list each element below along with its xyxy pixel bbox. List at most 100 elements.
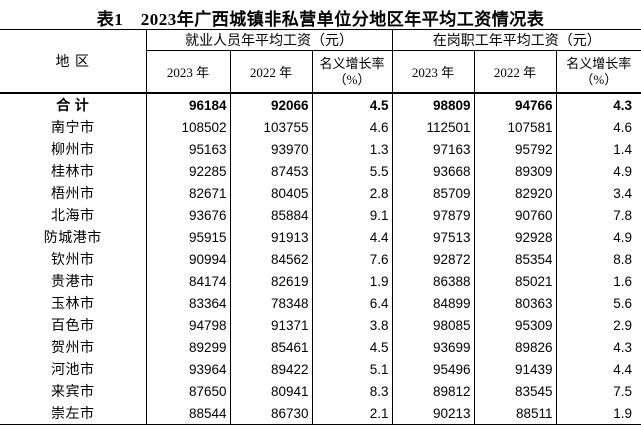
g2-growth-rate-header: 名义增长率 （%）: [556, 50, 641, 94]
value-cell: 4.6: [312, 116, 393, 138]
value-cell: 98809: [392, 93, 475, 116]
value-cell: 94766: [474, 93, 557, 116]
region-cell: 梧州市: [0, 182, 147, 204]
table-row: 北海市 93676 85884 9.1 97879 90760 7.8: [0, 204, 641, 226]
value-cell: 89422: [230, 358, 313, 380]
region-cell: 钦州市: [0, 248, 147, 270]
value-cell: 83364: [146, 292, 231, 314]
g1-growth-rate-header: 名义增长率 （%）: [312, 50, 393, 94]
value-cell: 95309: [474, 314, 557, 336]
value-cell: 93970: [230, 138, 313, 160]
value-cell: 4.4: [312, 226, 393, 248]
region-cell: 桂林市: [0, 160, 147, 182]
value-cell: 92872: [392, 248, 475, 270]
value-cell: 93964: [146, 358, 231, 380]
table-row: 崇左市 88544 86730 2.1 90213 88511 1.9: [0, 402, 641, 425]
table-row: 梧州市 82671 80405 2.8 85709 82920 3.4: [0, 182, 641, 204]
value-cell: 95792: [474, 138, 557, 160]
value-cell: 82671: [146, 182, 231, 204]
value-cell: 85709: [392, 182, 475, 204]
value-cell: 1.6: [613, 273, 633, 289]
value-cell: 90213: [392, 402, 475, 425]
value-cell: 97879: [392, 204, 475, 226]
g1-2023-header: 2023 年: [146, 50, 231, 94]
region-cell: 河池市: [0, 358, 147, 380]
value-cell: 5.1: [312, 358, 393, 380]
value-cell: 1.9: [613, 405, 633, 421]
value-cell: 4.4: [613, 361, 633, 377]
value-cell: 91913: [230, 226, 313, 248]
value-cell: 108502: [146, 116, 231, 138]
table-row: 桂林市 92285 87453 5.5 93668 89309 4.9: [0, 160, 641, 182]
value-cell: 78348: [230, 292, 313, 314]
group-header-row: 地 区 就业人员年平均工资（元） 在岗职工年平均工资（元）: [0, 29, 641, 94]
sub-header-row: 2023 年 2022 年 名义增长率 （%） 2023 年 2022 年 名义…: [0, 50, 641, 94]
value-cell: 82619: [230, 270, 313, 292]
region-cell: 防城港市: [0, 226, 147, 248]
table-body: 合 计 96184 92066 4.5 98809 94766 4.3 南宁市 108502 10…: [0, 93, 641, 425]
region-cell: 北海市: [0, 204, 147, 226]
value-cell: 3.8: [312, 314, 393, 336]
table-row: 来宾市 87650 80941 8.3 89812 83545 7.5: [0, 380, 641, 402]
value-cell: 84899: [392, 292, 475, 314]
value-cell: 7.8: [613, 207, 633, 223]
value-cell: 4.3: [613, 97, 633, 113]
value-cell: 90994: [146, 248, 231, 270]
region-cell: 来宾市: [0, 380, 147, 402]
g1-2022-header: 2022 年: [230, 50, 313, 94]
value-cell: 87453: [230, 160, 313, 182]
value-cell: 1.3: [312, 138, 393, 160]
table-row: 合 计 96184 92066 4.5 98809 94766 4.3: [0, 93, 641, 116]
value-cell: 94798: [146, 314, 231, 336]
value-cell: 89299: [146, 336, 231, 358]
value-cell: 89826: [474, 336, 557, 358]
value-cell: 89812: [392, 380, 475, 402]
value-cell: 80405: [230, 182, 313, 204]
value-cell: 7.6: [312, 248, 393, 270]
g2-2023-header: 2023 年: [392, 50, 475, 94]
region-cell: 崇左市: [0, 402, 147, 425]
employed-persons-group-header: 就业人员年平均工资（元）: [146, 29, 393, 51]
region-cell: 百色市: [0, 314, 147, 336]
value-cell: 97163: [392, 138, 475, 160]
value-cell: 93699: [392, 336, 475, 358]
value-cell: 80363: [474, 292, 557, 314]
value-cell: 3.4: [613, 185, 633, 201]
value-cell: 8.8: [613, 251, 633, 267]
value-cell: 8.3: [312, 380, 393, 402]
table-row: 贺州市 89299 85461 4.5 93699 89826 4.3: [0, 336, 641, 358]
table-row: 钦州市 90994 84562 7.6 92872 85354 8.8: [0, 248, 641, 270]
value-cell: 92066: [230, 93, 313, 116]
value-cell: 80941: [230, 380, 313, 402]
value-cell: 2.1: [312, 402, 393, 425]
value-cell: 107581: [474, 116, 557, 138]
value-cell: 95915: [146, 226, 231, 248]
value-cell: 4.9: [613, 163, 633, 179]
value-cell: 88511: [474, 402, 557, 425]
value-cell: 93668: [392, 160, 475, 182]
value-cell: 2.8: [312, 182, 393, 204]
value-cell: 4.6: [613, 119, 633, 135]
growth-rate-unit: （%）: [333, 71, 371, 87]
value-cell: 96184: [146, 93, 231, 116]
value-cell: 7.5: [613, 383, 633, 399]
value-cell: 83545: [474, 380, 557, 402]
value-cell: 86730: [230, 402, 313, 425]
value-cell: 1.4: [613, 141, 633, 157]
table-row: 南宁市 108502 103755 4.6 112501 107581 4.6: [0, 116, 641, 138]
value-cell: 84562: [230, 248, 313, 270]
value-cell: 85884: [230, 204, 313, 226]
value-cell: 4.5: [312, 336, 393, 358]
value-cell: 82920: [474, 182, 557, 204]
region-column-header: 地 区: [0, 29, 147, 94]
region-cell: 南宁市: [0, 116, 147, 138]
value-cell: 90760: [474, 204, 557, 226]
value-cell: 5.5: [312, 160, 393, 182]
value-cell: 85461: [230, 336, 313, 358]
growth-rate-unit: （%）: [580, 71, 618, 87]
table-row: 防城港市 95915 91913 4.4 97513 92928 4.9: [0, 226, 641, 248]
value-cell: 92928: [474, 226, 557, 248]
table-row: 玉林市 83364 78348 6.4 84899 80363 5.6: [0, 292, 641, 314]
growth-rate-label: 名义增长率: [319, 55, 385, 71]
